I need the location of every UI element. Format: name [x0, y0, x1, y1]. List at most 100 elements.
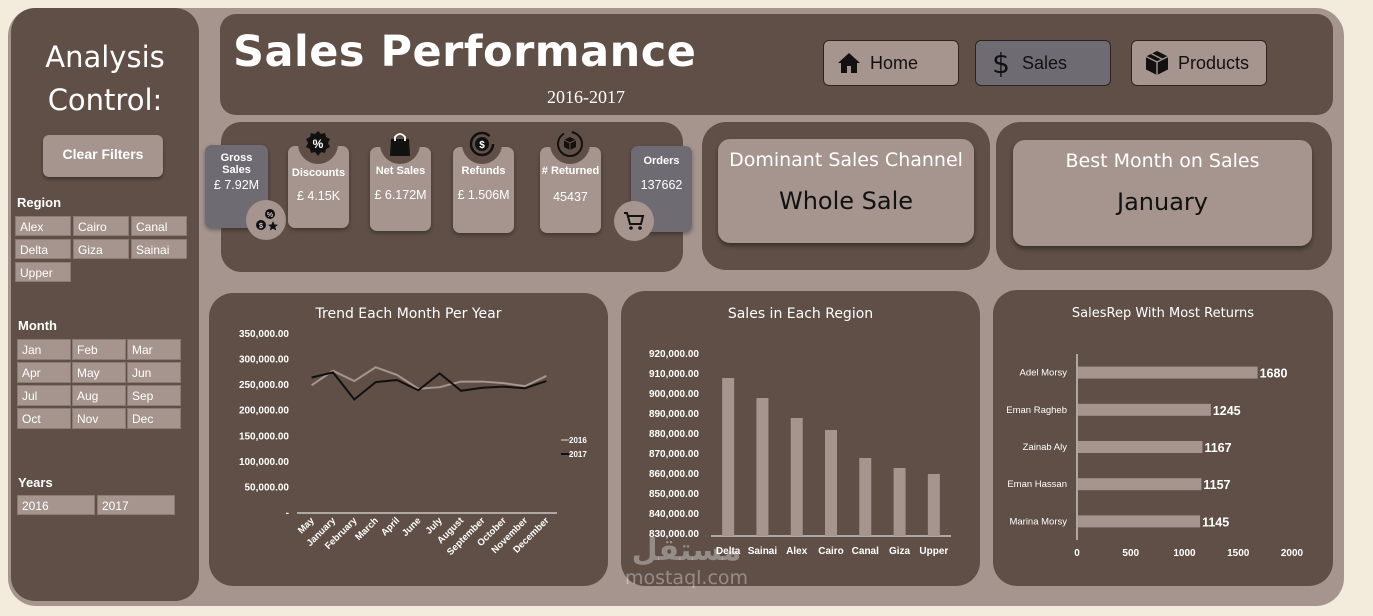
nav-sales-button[interactable]: $ Sales [975, 40, 1111, 86]
trend-y-tick: 100,000.00 [239, 457, 289, 468]
best-month-title: Best Month on Sales [1065, 150, 1260, 172]
svg-text:$: $ [259, 223, 263, 230]
region-chip-cairo[interactable]: Cairo [73, 216, 129, 236]
region-bar-cairo [825, 430, 837, 536]
month-chip-nov[interactable]: Nov [72, 408, 126, 429]
month-chip-aug[interactable]: Aug [72, 385, 126, 406]
page-subtitle: 2016-2017 [547, 87, 625, 107]
trend-legend-label-2016: 2016 [569, 436, 587, 445]
page-title: Sales Performance [233, 27, 697, 77]
region-slicer-title: Region [17, 195, 62, 210]
region-x-tick: Upper [919, 546, 948, 557]
region-chip-giza[interactable]: Giza [73, 239, 129, 259]
watermark-latin: mostaql.com [624, 567, 749, 589]
year-chip-2016[interactable]: 2016 [17, 495, 95, 515]
cart-icon [614, 201, 654, 241]
kpi-returned-label: # Returned [541, 165, 600, 177]
returns-bar [1078, 366, 1258, 379]
home-icon [834, 52, 864, 74]
month-chip-jul[interactable]: Jul [17, 385, 71, 406]
best-month-panel: Best Month on Sales January [996, 122, 1332, 270]
region-x-tick: Sainai [748, 546, 778, 557]
kpi-discounts: Discounts £ 4.15K [288, 146, 349, 228]
returns-y-tick: Marina Morsy [1009, 516, 1067, 527]
kpi-returned-value: 45437 [553, 190, 588, 204]
region-chip-canal[interactable]: Canal [131, 216, 187, 236]
region-y-tick: 890,000.00 [649, 409, 699, 420]
kpi-gross-sales-label: Gross Sales [220, 152, 253, 176]
returns-y-tick: Eman Ragheb [1006, 405, 1067, 416]
region-chart-title: Sales in Each Region [727, 306, 874, 322]
trend-y-tick: 250,000.00 [239, 380, 289, 391]
month-chip-sep[interactable]: Sep [127, 385, 181, 406]
returns-x-tick: 1000 [1173, 548, 1196, 559]
kpi-discounts-value: £ 4.15K [296, 189, 341, 203]
month-chip-mar[interactable]: Mar [127, 339, 181, 360]
returns-value-label: 1157 [1203, 478, 1230, 492]
month-chip-jan[interactable]: Jan [17, 339, 71, 360]
month-chip-oct[interactable]: Oct [17, 408, 71, 429]
region-bar-alex [790, 418, 803, 536]
svg-text:%: % [267, 212, 273, 219]
nav-products-button[interactable]: Products [1131, 40, 1267, 86]
years-slicer-title: Years [18, 475, 53, 490]
month-chip-may[interactable]: May [72, 362, 126, 383]
analysis-control-sidebar: Analysis Control: Clear Filters Region A… [11, 8, 199, 601]
trend-line-chart: 350,000.00 300,000.00 250,000.00 200,000.00… [239, 329, 587, 558]
svg-text:$: $ [479, 140, 485, 151]
nav-sales-label: Sales [1022, 52, 1068, 73]
returns-y-tick: Zainab Aly [1023, 442, 1068, 453]
region-y-tick: 850,000.00 [649, 489, 699, 500]
month-slicer-title: Month [18, 318, 57, 333]
dollar-icon: $ [992, 46, 1010, 80]
kpi-orders-value: 137662 [640, 178, 683, 192]
trend-y-tick: 350,000.00 [239, 329, 289, 340]
region-bar-canal [859, 458, 872, 536]
region-bar-delta [722, 378, 735, 536]
trend-legend-label-2017: 2017 [569, 450, 587, 459]
region-bar-chart: 920,000.00 910,000.00 900,000.00 890,000.00… [649, 349, 951, 557]
returns-bar [1078, 403, 1211, 416]
month-chip-feb[interactable]: Feb [72, 339, 126, 360]
returns-x-tick: 0 [1074, 548, 1080, 559]
region-y-tick: 880,000.00 [649, 429, 699, 440]
region-bar-sainai [756, 398, 769, 536]
returns-bar-chart: 0 500 1000 1500 2000 Adel Morsy 1680 Eman Raghe… [1006, 354, 1304, 559]
region-chip-sainai[interactable]: Sainai [131, 239, 187, 259]
returns-value-label: 1167 [1204, 441, 1231, 455]
region-bar-upper [927, 474, 940, 536]
returns-x-tick: 1500 [1227, 548, 1250, 559]
trend-y-tick: 300,000.00 [239, 355, 289, 366]
returned-box-icon [550, 124, 590, 164]
region-y-tick: 870,000.00 [649, 449, 699, 460]
region-chip-upper[interactable]: Upper [15, 262, 71, 282]
month-chip-apr[interactable]: Apr [17, 362, 71, 383]
year-chip-2017[interactable]: 2017 [97, 495, 175, 515]
trend-y-tick: 200,000.00 [239, 406, 289, 417]
region-y-tick: 840,000.00 [649, 509, 699, 520]
sidebar-title: Analysis Control: [11, 36, 199, 122]
nav-products-label: Products [1178, 52, 1250, 73]
svg-text:%: % [313, 137, 324, 151]
watermark-arabic: مستقل [631, 533, 742, 568]
region-chip-delta[interactable]: Delta [15, 239, 71, 259]
clear-filters-button[interactable]: Clear Filters [43, 135, 163, 177]
returns-value-label: 1145 [1202, 515, 1229, 529]
watermark: مستقل mostaql.com [604, 533, 769, 590]
dominant-channel-title: Dominant Sales Channel [729, 149, 963, 171]
nav-home-button[interactable]: Home [823, 40, 959, 86]
region-chip-alex[interactable]: Alex [15, 216, 71, 236]
discount-icon: % [298, 124, 338, 164]
month-chip-jun[interactable]: Jun [127, 362, 181, 383]
region-y-tick: 900,000.00 [649, 389, 699, 400]
dominant-channel-card: Dominant Sales Channel Whole Sale [718, 139, 974, 243]
kpi-refunds-value: £ 1.506M [457, 188, 510, 202]
trend-x-tick: April [379, 515, 402, 538]
month-chip-dec[interactable]: Dec [127, 408, 181, 429]
sales-badge-icon: % $ [246, 200, 286, 240]
returns-value-label: 1680 [1260, 367, 1288, 381]
best-month-card: Best Month on Sales January [1013, 140, 1312, 246]
trend-y-tick: - [286, 508, 289, 519]
returns-bar [1078, 478, 1202, 491]
sidebar-title-line2: Control: [47, 83, 163, 117]
